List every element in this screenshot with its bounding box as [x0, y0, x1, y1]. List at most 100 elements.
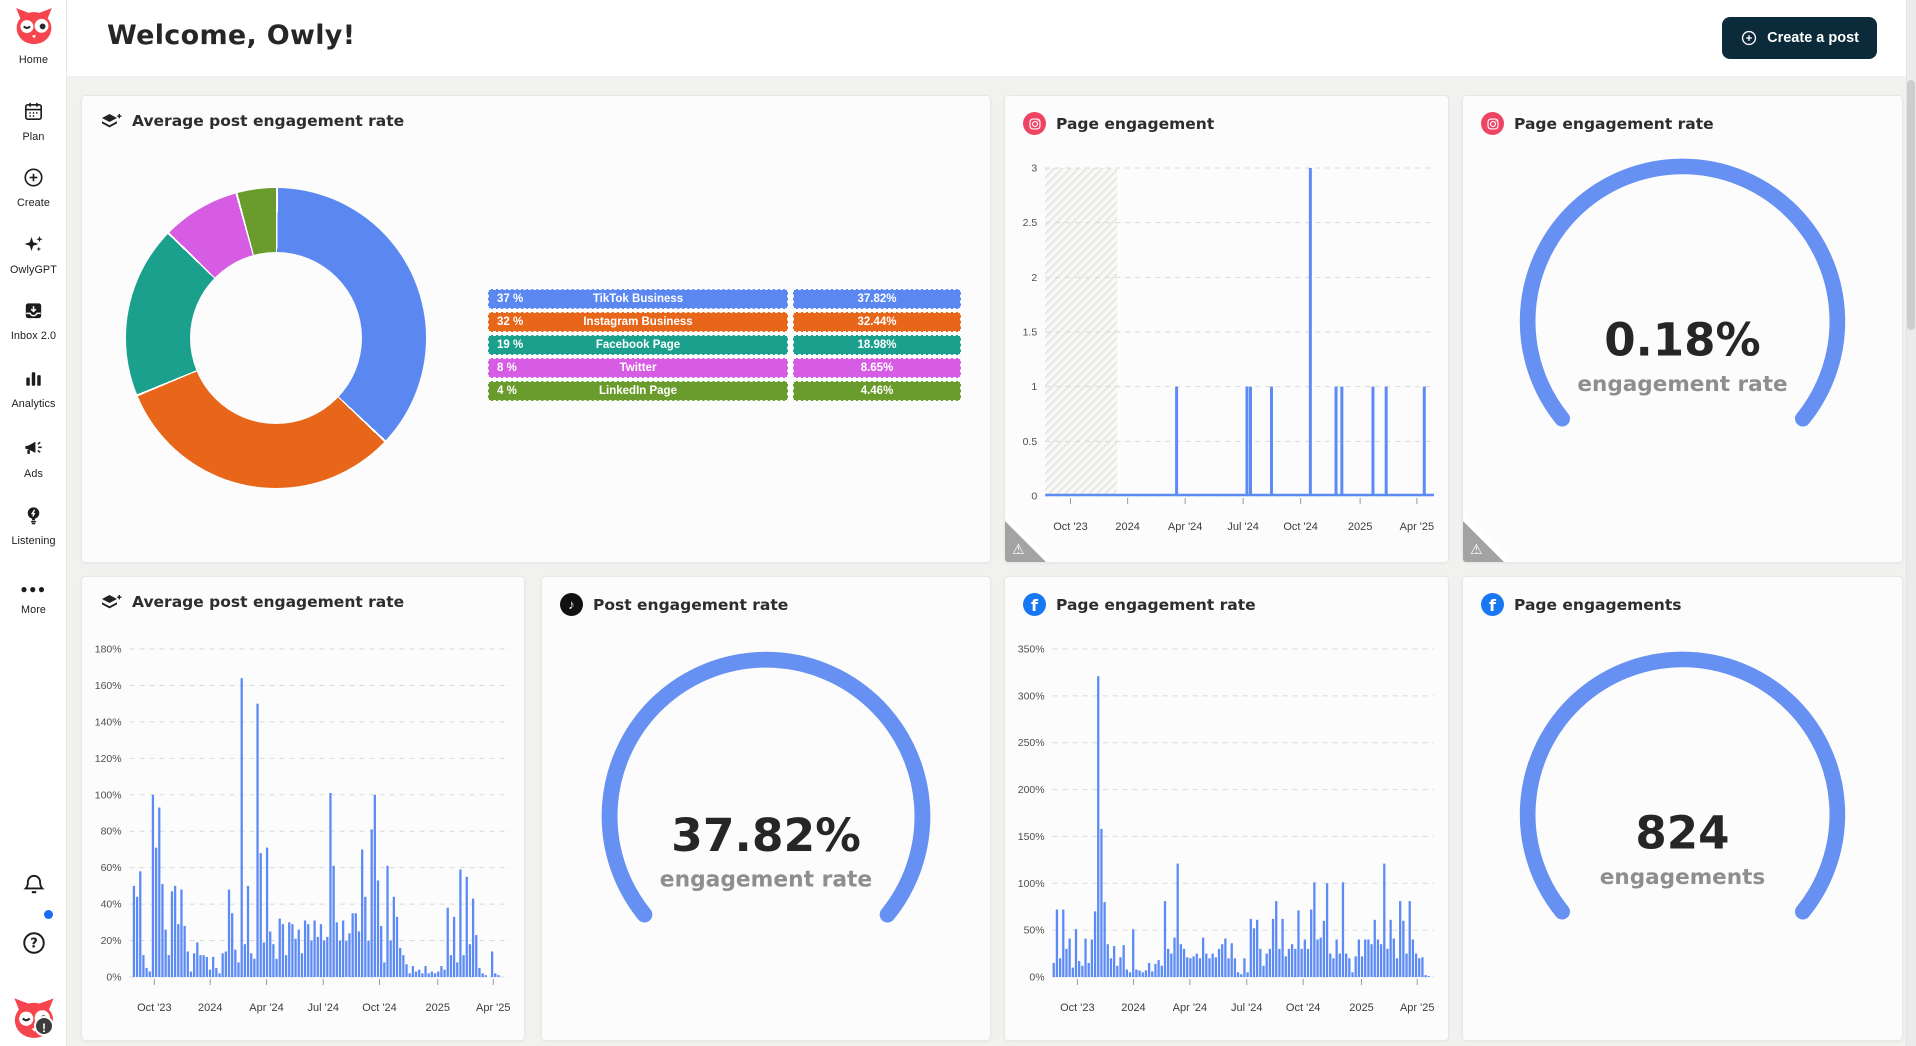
sidebar-item-label: OwlyGPT — [10, 264, 57, 276]
svg-text:1.5: 1.5 — [1023, 327, 1038, 339]
sidebar-item-listening[interactable]: Listening — [0, 504, 67, 547]
svg-text:2: 2 — [1031, 272, 1037, 284]
card-average-post-engagement-bars: Average post engagement rate 0% 20% 40% 60%… — [81, 576, 525, 1041]
svg-text:Jul '24: Jul '24 — [1231, 1002, 1262, 1014]
svg-text:150%: 150% — [1018, 831, 1045, 843]
svg-text:2024: 2024 — [1115, 521, 1139, 533]
svg-text:3: 3 — [1031, 163, 1037, 175]
scrollbar-track — [1906, 0, 1916, 1046]
sidebar-item-more[interactable]: ●●● More — [0, 577, 67, 616]
sidebar-item-label: Ads — [24, 468, 43, 480]
sparkles-icon — [22, 232, 46, 256]
svg-text:2025: 2025 — [425, 1002, 449, 1014]
legend-row[interactable]: 19 % Facebook Page 18.98% — [488, 335, 961, 355]
card-post-engagement-rate-gauge: ♪ Post engagement rate 37.82% engagement… — [541, 576, 991, 1041]
svg-text:80%: 80% — [101, 826, 122, 838]
warning-triangle[interactable]: ⚠ — [1463, 510, 1515, 562]
gauge-label: engagements — [1600, 865, 1765, 890]
card-page-engagement-rate-gauge: Page engagement rate 0.18% engagement ra… — [1462, 95, 1903, 563]
dashboard-content: Average post engagement rate 37 % TikTok … — [67, 76, 1916, 1046]
card-page-engagements-gauge: f Page engagements 824 engagements — [1462, 576, 1903, 1041]
sidebar-item-label: Home — [18, 54, 49, 66]
donut-legend: 37 % TikTok Business 37.82% 32 % Instagram… — [488, 289, 961, 404]
svg-text:100%: 100% — [95, 789, 122, 801]
legend-row[interactable]: 4 % LinkedIn Page 4.46% — [488, 381, 961, 401]
svg-text:50%: 50% — [1024, 925, 1045, 937]
card-title: Page engagement rate — [1514, 114, 1714, 133]
question-mark-icon: ? — [21, 930, 47, 954]
sidebar-item-label: Plan — [22, 131, 45, 143]
notification-indicator-dot — [44, 910, 53, 919]
gauge-chart[interactable]: 37.82% engagement rate — [542, 633, 990, 1029]
card-title: Page engagement — [1056, 114, 1215, 133]
gauge-chart[interactable]: 0.18% engagement rate — [1463, 140, 1902, 532]
svg-text:Oct '24: Oct '24 — [1283, 521, 1318, 533]
card-title: Average post engagement rate — [132, 112, 405, 130]
sidebar-item-ads[interactable]: Ads — [0, 437, 67, 480]
megaphone-icon — [22, 437, 45, 461]
sidebar-item-plan[interactable]: Plan — [0, 100, 67, 143]
lightbulb-icon — [22, 504, 45, 528]
legend-pct: 37 % — [497, 293, 524, 305]
sidebar-item-analytics[interactable]: Analytics — [0, 367, 67, 410]
calendar-icon — [22, 100, 45, 124]
svg-text:160%: 160% — [95, 680, 122, 692]
owl-avatar-icon — [10, 996, 58, 1038]
tiktok-icon: ♪ — [560, 593, 583, 616]
average-post-engagement-bar-chart[interactable]: 0% 20% 40% 60% 80% 100% 120% 140% 160% 180% Oct '2… — [84, 625, 524, 1025]
legend-platform: Facebook Page — [595, 339, 681, 351]
sidebar-item-home[interactable]: Home — [0, 6, 67, 66]
svg-text:120%: 120% — [95, 753, 122, 765]
warning-triangle[interactable]: ⚠ — [1005, 510, 1057, 562]
svg-text:2024: 2024 — [198, 1002, 222, 1014]
create-post-button[interactable]: Create a post — [1722, 17, 1877, 59]
ellipsis-icon: ●●● — [20, 582, 47, 596]
scrollbar-thumb[interactable] — [1907, 80, 1915, 330]
help-button[interactable]: ? — [0, 930, 67, 961]
legend-pct: 19 % — [497, 339, 524, 351]
svg-text:40%: 40% — [101, 899, 122, 911]
hootsuite-owl-logo-icon — [12, 6, 56, 45]
svg-text:Apr '24: Apr '24 — [249, 1002, 284, 1014]
donut-hole — [190, 252, 362, 424]
plus-circle-icon — [1740, 29, 1758, 47]
svg-text:Oct '24: Oct '24 — [1286, 1002, 1321, 1014]
card-title: Page engagement rate — [1056, 595, 1256, 614]
svg-text:0%: 0% — [106, 972, 121, 984]
legend-value: 18.98% — [793, 335, 961, 355]
card-title: Page engagements — [1514, 595, 1682, 614]
sidebar-item-owlygpt[interactable]: OwlyGPT — [0, 232, 67, 276]
svg-text:180%: 180% — [95, 644, 122, 656]
legend-row[interactable]: 32 % Instagram Business 32.44% — [488, 312, 961, 332]
gauge-chart[interactable]: 824 engagements — [1463, 633, 1902, 1025]
svg-text:0%: 0% — [1029, 972, 1044, 984]
svg-text:250%: 250% — [1018, 737, 1045, 749]
instagram-icon — [1481, 112, 1504, 135]
sidebar-item-inbox[interactable]: Inbox 2.0 — [0, 299, 67, 342]
page-engagement-rate-bar-chart[interactable]: 0% 50% 100% 150% 200% 250% 300% 350% Oct '23 2024… — [1007, 625, 1448, 1025]
card-page-engagement-chart: Page engagement 0 0.5 1 1.5 2 2.5 3 Oct '23 2024… — [1004, 95, 1449, 563]
legend-pct: 4 % — [497, 385, 517, 397]
card-title: Post engagement rate — [593, 595, 789, 614]
avatar-alert-badge: ! — [34, 1016, 54, 1036]
sidebar-item-label: Inbox 2.0 — [10, 330, 57, 342]
sidebar-item-create[interactable]: Create — [0, 166, 67, 209]
legend-row[interactable]: 8 % Twitter 8.65% — [488, 358, 961, 378]
notifications-bell[interactable] — [0, 872, 67, 903]
svg-text:?: ? — [30, 937, 38, 952]
gauge-value: 0.18% — [1604, 314, 1760, 367]
svg-text:350%: 350% — [1018, 644, 1045, 656]
gauge-label: engagement rate — [1577, 372, 1787, 397]
svg-text:2025: 2025 — [1349, 1002, 1373, 1014]
donut-chart[interactable] — [126, 188, 426, 488]
create-post-label: Create a post — [1767, 30, 1859, 46]
sidebar-item-label: More — [21, 604, 46, 616]
svg-text:Oct '23: Oct '23 — [1060, 1002, 1095, 1014]
legend-row[interactable]: 37 % TikTok Business 37.82% — [488, 289, 961, 309]
page-title: Welcome, Owly! — [107, 20, 356, 51]
inbox-icon — [22, 299, 45, 323]
user-avatar[interactable] — [0, 996, 67, 1045]
page-engagement-spike-chart[interactable]: 0 0.5 1 1.5 2 2.5 3 Oct '23 2024 Apr '24 Jul '24 Oc… — [1007, 144, 1448, 544]
sidebar-item-label: Listening — [11, 535, 56, 547]
svg-text:Apr '25: Apr '25 — [476, 1002, 511, 1014]
